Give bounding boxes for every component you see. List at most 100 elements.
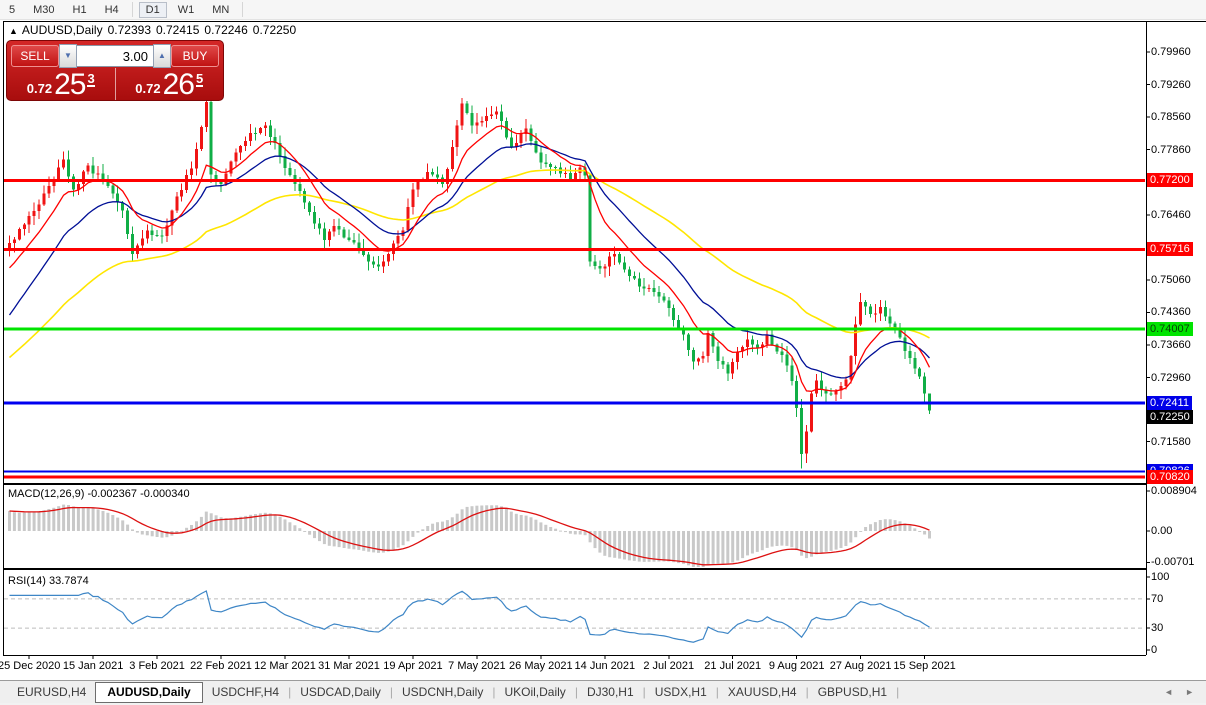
level-price-badge: 0.74007 [1147,321,1193,336]
status-strip [0,703,1206,705]
axis-date-label: 22 Feb 2021 [190,660,252,672]
axis-price-label: 0.74360 [1151,306,1191,319]
tab-usdcad-daily[interactable]: USDCAD,Daily [300,685,381,699]
axis-date-label: 7 May 2021 [448,660,506,672]
rsi-label: RSI(14) 33.7874 [8,575,89,587]
tab-eurusd-h4[interactable]: EURUSD,H4 [17,685,87,699]
axis-price-label: 0.77860 [1151,143,1191,156]
axis-date-label: 25 Dec 2020 [0,660,61,672]
macd-label: MACD(12,26,9) -0.002367 -0.000340 [8,488,190,500]
panel-separator-macd [3,483,1146,485]
level-price-badge: 0.72411 [1147,396,1192,411]
toolbar-separator [242,2,244,17]
ohlc-open: 0.72393 [107,23,151,37]
current-price-badge: 0.72250 [1147,409,1193,424]
axis-date-label: 27 Aug 2021 [829,660,892,672]
chart-border-top [3,21,1206,22]
timeframe-button-d1[interactable]: D1 [138,1,167,18]
axis-price-label: 0.76460 [1151,208,1191,221]
tab-scroll-arrows: ◄ ► [1164,687,1194,697]
axis-price-label: 100 [1151,571,1170,583]
sell-price-display[interactable]: 0.72 25 3 [7,68,116,100]
tab-separator: | [715,685,719,699]
tab-scroll-left-icon[interactable]: ◄ [1164,687,1174,697]
level-price-badge: 0.70820 [1147,470,1193,484]
panel-separator-rsi [3,568,1146,570]
timeframe-button-5[interactable]: 5 [9,3,16,16]
tab-separator: | [389,685,393,699]
tab-gbpusd-h1[interactable]: GBPUSD,H1 [817,685,888,699]
axis-price-label: -0.00701 [1151,556,1195,569]
ohlc-high: 0.72415 [156,23,200,37]
tab-separator: | [288,685,292,699]
timeframe-button-h1[interactable]: H1 [72,3,87,16]
axis-date-label: 31 Mar 2021 [318,660,380,672]
one-click-trading-panel: SELL ▼ ▲ BUY 0.72 25 3 0.72 26 5 [6,40,224,101]
axis-price-label: 0.79960 [1151,46,1191,58]
axis-price-label: 0 [1151,644,1158,656]
collapse-icon[interactable]: ▲ [9,26,18,36]
volume-input[interactable] [77,45,153,67]
buy-price-prefix: 0.72 [135,81,161,96]
tab-separator: | [642,685,646,699]
axis-price-label: 30 [1151,622,1164,635]
axis-date-label: 2 Jul 2021 [643,660,695,672]
chart-border-left [3,21,4,655]
axis-date-label: 19 Apr 2021 [383,660,443,672]
axis-date-label: 12 Mar 2021 [254,660,316,672]
chart-symbol-label: AUDUSD,Daily [21,23,103,37]
ohlc-close: 0.72250 [252,23,297,37]
tab-usdcnh-daily[interactable]: USDCNH,Daily [402,685,484,699]
tab-separator: | [492,685,496,699]
axis-date-label: 14 Jun 2021 [574,660,636,672]
axis-price-label: 70 [1151,592,1164,605]
axis-price-label: 0.71580 [1151,435,1191,448]
tab-separator: | [805,685,809,699]
axis-date-label: 15 Sep 2021 [893,660,956,672]
ohlc-low: 0.72246 [204,23,248,37]
axis-date-label: 26 May 2021 [509,660,573,672]
tab-separator: | [896,685,900,699]
axis-date-label: 3 Feb 2021 [129,660,185,672]
timeframe-button-w1[interactable]: W1 [177,3,195,16]
buy-price-big: 26 [162,68,195,101]
timeframe-button-h4[interactable]: H4 [104,3,119,16]
sell-price-big: 25 [54,68,86,101]
chart-tab-bar: EURUSD,H4 AUDUSD,Daily USDCHF,H4 | USDCAD,Da… [0,680,1206,703]
volume-increase-button[interactable]: ▲ [153,44,171,68]
tab-xauusd-h4[interactable]: XAUUSD,H4 [727,685,797,699]
chart-border-bottom [3,655,1146,656]
buy-price-display[interactable]: 0.72 26 5 [116,68,224,100]
axis-price-label: 0.72960 [1151,371,1191,384]
tab-usdx-h1[interactable]: USDX,H1 [654,685,707,699]
tab-usdchf-h4[interactable]: USDCHF,H4 [211,685,280,699]
tab-scroll-right-icon[interactable]: ► [1185,687,1194,697]
axis-price-label: 0.008904 [1151,485,1197,497]
timeframe-button-mn[interactable]: MN [212,3,230,16]
sell-price-pip: 3 [87,71,95,87]
buy-button[interactable]: BUY [171,45,219,67]
axis-price-label: 0.00 [1151,525,1173,537]
axis-price-label: 0.79260 [1151,78,1191,91]
sell-price-prefix: 0.72 [26,81,53,96]
buy-price-pip: 5 [195,71,204,87]
timeframe-button-m30[interactable]: M30 [33,3,55,16]
tab-audusd-daily[interactable]: AUDUSD,Daily [95,681,203,703]
timeframe-toolbar: 5 M30 H1 H4 D1 W1 MN [0,0,1206,20]
level-price-badge: 0.77200 [1147,173,1193,188]
axis-price-label: 0.75060 [1151,273,1191,286]
tab-dj30-h1[interactable]: DJ30,H1 [586,685,634,699]
level-price-badge: 0.75716 [1147,242,1193,257]
volume-decrease-button[interactable]: ▼ [59,44,77,68]
axis-date-label: 21 Jul 2021 [704,660,762,672]
sell-button[interactable]: SELL [11,45,59,67]
chart-title: ▲ AUDUSD,Daily 0.72393 0.72415 0.72246 0.7225… [9,23,301,37]
chart-axis-line [1146,21,1147,655]
tab-ukoil-daily[interactable]: UKOil,Daily [504,685,566,699]
tab-separator: | [574,685,578,699]
toolbar-separator [131,2,133,17]
axis-date-label: 15 Jan 2021 [62,660,124,672]
axis-date-label: 9 Aug 2021 [768,660,825,672]
